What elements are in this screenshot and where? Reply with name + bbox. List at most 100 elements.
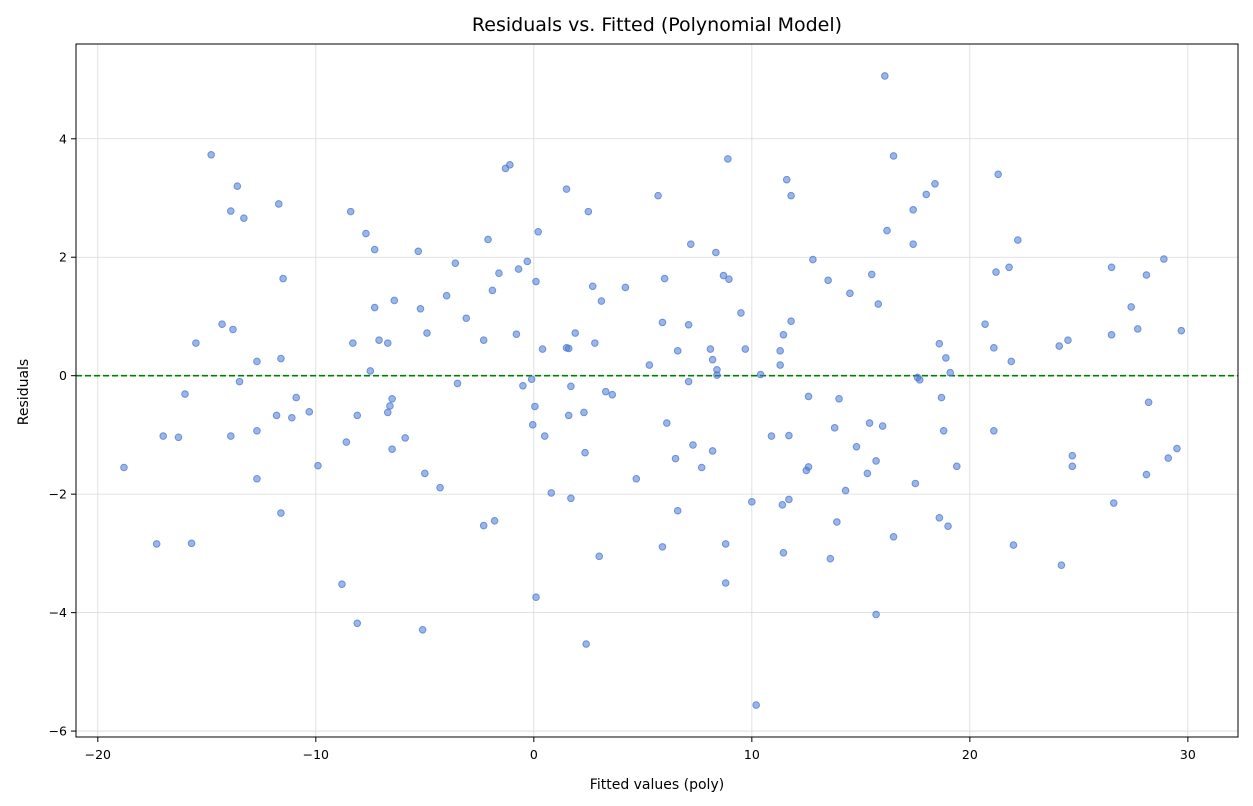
data-point	[416, 304, 425, 313]
data-point	[479, 521, 488, 530]
data-point	[512, 330, 521, 339]
data-point	[479, 336, 488, 344]
data-point	[567, 382, 575, 391]
data-point	[883, 226, 891, 235]
data-point	[889, 152, 898, 160]
data-point	[484, 235, 492, 244]
data-point	[120, 463, 128, 472]
data-point	[436, 483, 444, 492]
data-point	[547, 489, 556, 497]
scatter-points	[120, 72, 1186, 709]
data-point	[451, 259, 460, 267]
data-point	[253, 357, 261, 366]
data-point	[527, 375, 536, 384]
data-point	[229, 325, 237, 334]
data-point	[992, 268, 1000, 276]
y-tick-label: 2	[59, 250, 67, 265]
data-point	[778, 501, 787, 509]
data-point	[288, 413, 296, 422]
data-point	[931, 179, 939, 188]
data-point	[562, 185, 571, 193]
data-point	[207, 150, 215, 159]
data-point	[580, 408, 588, 417]
data-point	[922, 190, 931, 199]
data-point	[697, 463, 706, 472]
data-point	[523, 257, 532, 266]
data-point	[804, 392, 813, 401]
x-tick-label: −20	[85, 747, 111, 762]
data-point	[532, 593, 540, 602]
data-point	[867, 270, 876, 279]
data-point	[889, 533, 898, 541]
grid-lines	[76, 44, 1238, 737]
data-point	[830, 424, 839, 432]
data-point	[713, 371, 721, 379]
data-point	[1142, 271, 1151, 279]
data-point	[841, 486, 850, 495]
data-point	[532, 277, 540, 286]
data-point	[1005, 263, 1013, 272]
data-point	[401, 434, 409, 442]
data-point	[752, 701, 760, 709]
data-point	[528, 421, 537, 429]
data-point	[809, 255, 817, 264]
data-point	[776, 347, 784, 355]
data-point	[708, 355, 717, 364]
data-point	[218, 320, 226, 328]
data-point	[362, 229, 370, 238]
data-point	[366, 367, 375, 375]
data-point	[946, 368, 955, 377]
data-point	[423, 329, 431, 337]
data-point	[582, 640, 590, 648]
data-point	[684, 320, 693, 329]
data-point	[942, 354, 950, 362]
data-point	[581, 448, 589, 457]
x-axis-label: Fitted values (poly)	[590, 777, 724, 793]
data-point	[462, 314, 471, 323]
data-point	[671, 454, 680, 463]
data-point	[567, 494, 575, 503]
data-point	[1127, 303, 1135, 311]
y-tick-label: −4	[49, 605, 67, 620]
data-point	[595, 552, 604, 561]
data-point	[488, 286, 497, 295]
data-point	[453, 379, 462, 388]
data-point	[689, 441, 697, 449]
data-point	[824, 276, 832, 285]
data-point	[1177, 326, 1186, 335]
data-point	[1014, 236, 1022, 244]
data-point	[767, 432, 776, 440]
data-point	[305, 408, 314, 416]
data-point	[725, 275, 733, 283]
data-point	[1009, 541, 1018, 549]
data-point	[935, 514, 944, 522]
data-point	[874, 300, 883, 308]
data-point	[1160, 255, 1168, 263]
data-point	[1064, 336, 1072, 344]
data-point	[1164, 454, 1173, 462]
data-point	[776, 361, 784, 369]
data-point	[1144, 398, 1153, 407]
data-point	[233, 182, 242, 190]
data-point	[292, 393, 300, 402]
data-point	[621, 283, 630, 292]
data-point	[804, 463, 813, 471]
data-point	[915, 376, 924, 384]
data-point	[1109, 499, 1118, 507]
data-point	[660, 274, 669, 283]
data-point	[174, 433, 183, 442]
data-point	[418, 625, 427, 634]
data-point	[421, 469, 429, 478]
data-point	[865, 419, 874, 427]
data-point	[673, 347, 682, 355]
data-point	[383, 339, 392, 347]
data-point	[673, 506, 682, 515]
data-point	[442, 291, 451, 300]
data-point	[414, 247, 423, 256]
y-tick-label: 0	[59, 368, 67, 383]
data-point	[390, 296, 399, 305]
data-point	[658, 318, 667, 327]
data-point	[706, 345, 715, 353]
data-point	[152, 540, 161, 548]
data-point	[833, 518, 841, 526]
